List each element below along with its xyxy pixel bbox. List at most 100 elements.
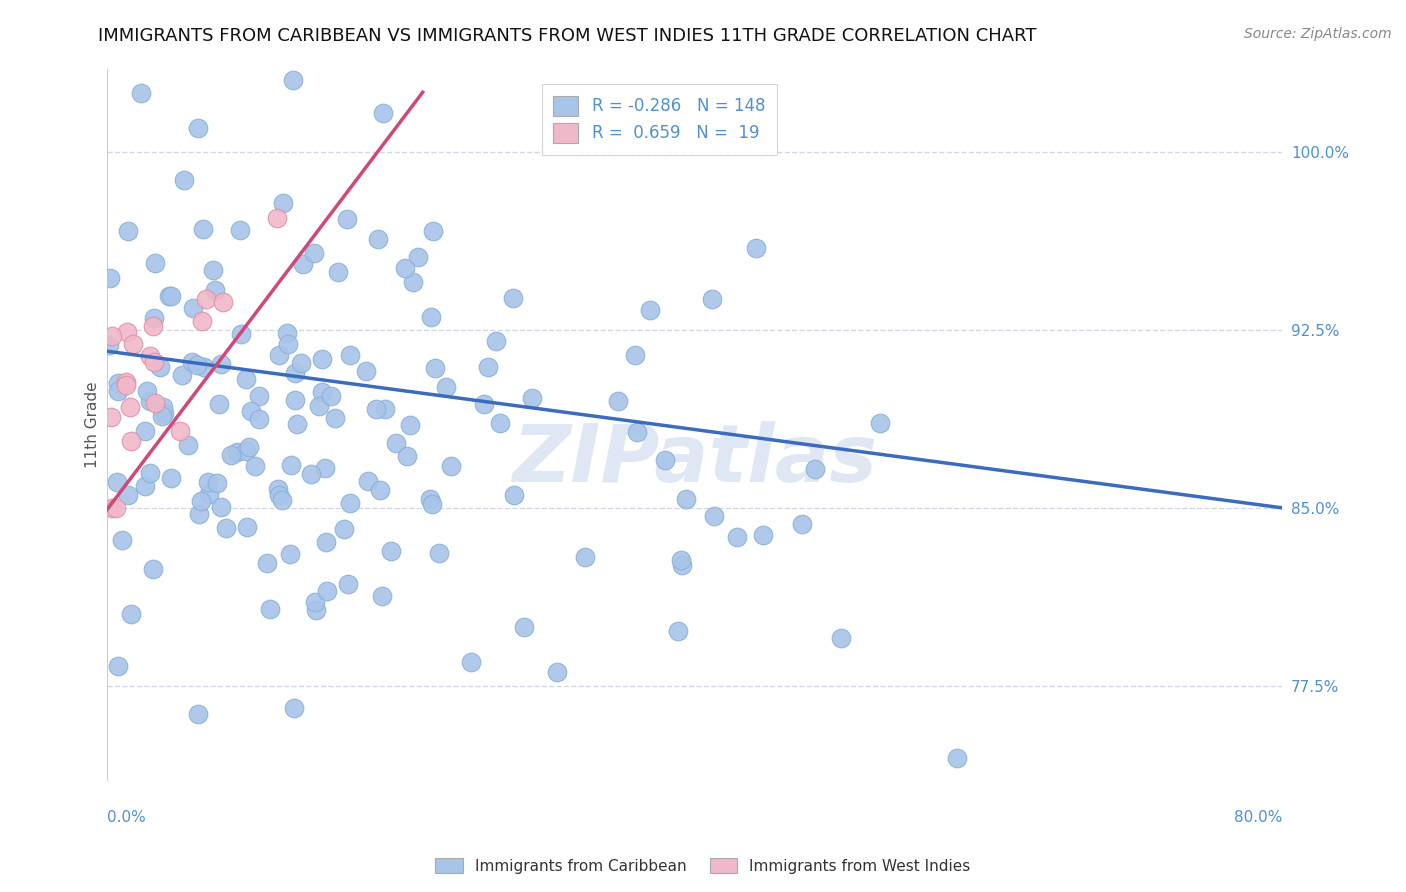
Point	[946, 751, 969, 765]
Point	[226, 445, 249, 459]
Point	[101, 329, 124, 343]
Point	[315, 534, 337, 549]
Point	[134, 425, 156, 439]
Point	[427, 546, 450, 560]
Point	[238, 440, 260, 454]
Point	[292, 257, 315, 271]
Point	[371, 105, 394, 120]
Point	[143, 256, 166, 270]
Point	[139, 349, 162, 363]
Point	[142, 318, 165, 333]
Point	[339, 348, 361, 362]
Point	[186, 358, 208, 372]
Point	[211, 500, 233, 514]
Point	[440, 458, 463, 473]
Point	[267, 487, 290, 501]
Point	[131, 86, 153, 100]
Point	[745, 241, 768, 255]
Point	[259, 601, 281, 615]
Point	[149, 359, 172, 374]
Point	[170, 368, 193, 383]
Point	[177, 437, 200, 451]
Point	[399, 418, 422, 433]
Point	[202, 263, 225, 277]
Point	[290, 355, 312, 369]
Point	[229, 222, 252, 236]
Legend: R = -0.286   N = 148, R =  0.659   N =  19: R = -0.286 N = 148, R = 0.659 N = 19	[541, 84, 778, 154]
Text: IMMIGRANTS FROM CARIBBEAN VS IMMIGRANTS FROM WEST INDIES 11TH GRADE CORRELATION : IMMIGRANTS FROM CARIBBEAN VS IMMIGRANTS …	[98, 27, 1036, 45]
Point	[357, 474, 380, 488]
Point	[121, 607, 143, 622]
Point	[502, 291, 524, 305]
Point	[333, 522, 356, 536]
Point	[107, 376, 129, 390]
Point	[118, 401, 141, 415]
Point	[104, 500, 127, 515]
Point	[235, 372, 257, 386]
Point	[503, 488, 526, 502]
Point	[135, 384, 157, 398]
Point	[319, 389, 342, 403]
Point	[311, 385, 333, 400]
Point	[304, 246, 326, 260]
Point	[395, 449, 418, 463]
Point	[281, 73, 304, 87]
Point	[790, 516, 813, 531]
Point	[367, 232, 389, 246]
Point	[107, 659, 129, 673]
Point	[190, 494, 212, 508]
Point	[574, 549, 596, 564]
Point	[285, 417, 308, 431]
Point	[219, 449, 242, 463]
Point	[751, 528, 773, 542]
Point	[420, 310, 443, 324]
Point	[191, 313, 214, 327]
Point	[477, 359, 499, 374]
Point	[187, 121, 209, 136]
Point	[422, 224, 444, 238]
Point	[374, 402, 396, 417]
Point	[513, 619, 536, 633]
Point	[402, 275, 425, 289]
Point	[239, 404, 262, 418]
Point	[420, 497, 443, 511]
Point	[278, 547, 301, 561]
Point	[354, 364, 377, 378]
Point	[160, 289, 183, 303]
Point	[364, 402, 387, 417]
Point	[277, 337, 299, 351]
Point	[266, 211, 288, 226]
Point	[305, 603, 328, 617]
Point	[139, 466, 162, 480]
Point	[316, 584, 339, 599]
Point	[311, 352, 333, 367]
Point	[114, 375, 136, 389]
Point	[114, 377, 136, 392]
Point	[139, 394, 162, 409]
Point	[271, 196, 294, 211]
Point	[485, 334, 508, 348]
Point	[368, 483, 391, 497]
Point	[209, 357, 232, 371]
Point	[211, 295, 233, 310]
Text: Source: ZipAtlas.com: Source: ZipAtlas.com	[1244, 27, 1392, 41]
Point	[117, 224, 139, 238]
Point	[107, 384, 129, 398]
Point	[283, 701, 305, 715]
Point	[304, 595, 326, 609]
Point	[115, 325, 138, 339]
Text: ZIPatlas: ZIPatlas	[512, 421, 877, 500]
Text: 0.0%: 0.0%	[107, 810, 145, 824]
Point	[328, 265, 350, 279]
Point	[204, 283, 226, 297]
Point	[173, 173, 195, 187]
Point	[247, 389, 270, 403]
Point	[380, 544, 402, 558]
Point	[193, 360, 215, 375]
Point	[607, 393, 630, 408]
Point	[187, 706, 209, 721]
Point	[406, 250, 429, 264]
Point	[152, 406, 174, 420]
Point	[654, 452, 676, 467]
Point	[208, 397, 231, 411]
